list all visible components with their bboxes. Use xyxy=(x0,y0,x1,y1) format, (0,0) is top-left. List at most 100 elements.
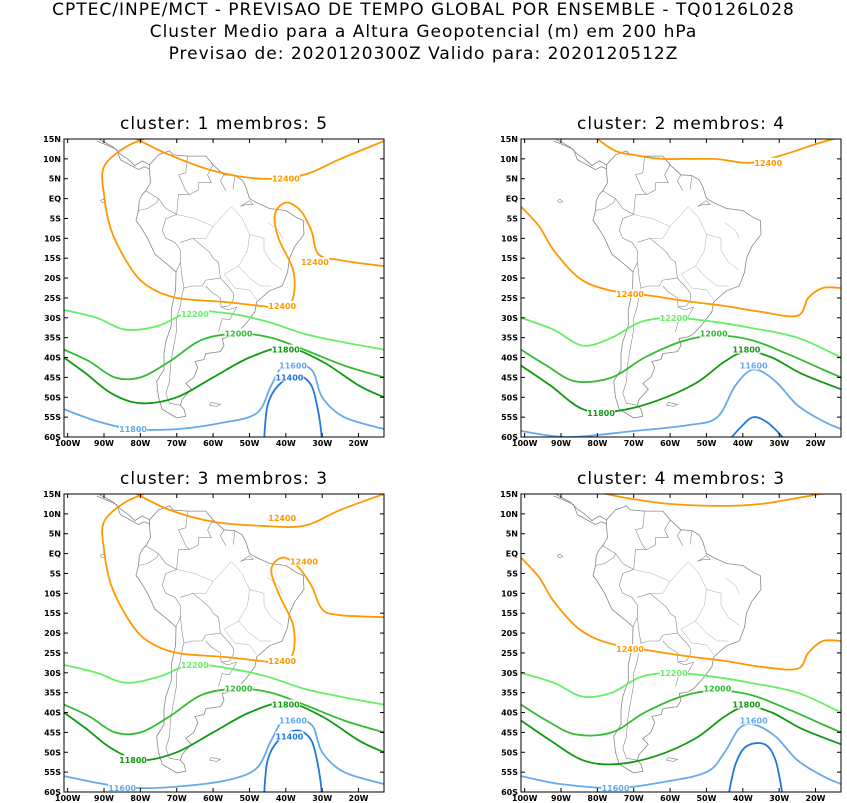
lat-tick-label: 45S xyxy=(44,373,61,382)
contour-label: 11800 xyxy=(733,346,761,355)
lon-tick-label: 80W xyxy=(587,439,607,448)
contour-label: 12000 xyxy=(225,330,253,339)
contour-label: 11800 xyxy=(733,701,761,710)
country-border xyxy=(180,592,221,634)
state-border xyxy=(223,628,257,656)
lat-tick-label: 55S xyxy=(501,413,518,422)
contour-label-bg xyxy=(659,312,688,322)
contour-label-bg xyxy=(290,556,318,566)
lon-tick-label: 70W xyxy=(624,439,644,448)
island xyxy=(556,553,564,558)
lat-tick-label: 15N xyxy=(500,490,518,499)
lat-tick-label: 30S xyxy=(501,669,518,678)
lon-tick-label: 50W xyxy=(239,794,259,803)
lat-tick-label: 30S xyxy=(44,314,61,323)
lat-tick-label: 35S xyxy=(44,334,61,343)
lat-tick-label: 60S xyxy=(501,433,518,442)
state-border xyxy=(688,206,707,251)
lat-tick-label: 45S xyxy=(501,728,518,737)
state-border xyxy=(193,226,214,239)
contour-label: 12000 xyxy=(703,685,731,694)
contour-label: 12400 xyxy=(301,258,329,267)
lat-tick-label: 5N xyxy=(49,530,61,539)
contour-label: 12200 xyxy=(660,314,688,323)
country-border xyxy=(218,661,238,687)
contour-11400 xyxy=(730,416,784,437)
contour-label: 12200 xyxy=(181,661,209,670)
contour-label: 12000 xyxy=(225,685,253,694)
map-frame xyxy=(63,493,385,793)
lon-tick-label: 50W xyxy=(696,439,716,448)
contour-label: 12400 xyxy=(616,645,644,654)
lat-tick-label: 40S xyxy=(501,354,518,363)
lon-tick-label: 90W xyxy=(94,439,114,448)
contour-label: 11600 xyxy=(740,361,768,370)
country-border xyxy=(637,592,678,634)
lat-tick-label: 15S xyxy=(501,609,518,618)
lat-tick-label: 50S xyxy=(44,393,61,402)
lat-tick-label: 55S xyxy=(44,413,61,422)
lon-tick-label: 60W xyxy=(660,794,680,803)
map-frame xyxy=(520,138,842,438)
lon-tick-label: 100W xyxy=(512,439,538,448)
state-border xyxy=(176,569,214,582)
island xyxy=(556,198,564,203)
header-line-3: Previsao de: 2020120300Z Valido para: 20… xyxy=(168,44,679,64)
island xyxy=(697,555,711,562)
contour-label: 11800 xyxy=(587,409,615,418)
country-border xyxy=(158,553,181,628)
panel-title-1: cluster: 1 membros: 5 xyxy=(119,114,329,134)
state-border xyxy=(680,605,705,630)
state-border xyxy=(680,628,714,656)
state-border xyxy=(695,265,729,287)
country-border xyxy=(662,277,692,308)
lon-tick-label: 30W xyxy=(769,794,789,803)
contour-label-bg xyxy=(659,667,688,677)
coastline-central-america xyxy=(555,494,607,522)
contour-12400 xyxy=(521,205,841,318)
coastline-central-america xyxy=(555,139,607,167)
island xyxy=(697,200,711,207)
country-border xyxy=(689,530,693,545)
lat-tick-label: 5S xyxy=(50,214,62,223)
coastline-central-america-pacific xyxy=(96,140,150,171)
contour-label: 11800 xyxy=(272,346,300,355)
lat-tick-label: 25S xyxy=(501,649,518,658)
lat-tick-label: 15S xyxy=(44,609,61,618)
contour-12400 xyxy=(136,494,384,529)
coastline xyxy=(135,505,305,774)
panel-title-2: cluster: 2 membros: 4 xyxy=(576,114,786,134)
contour-label: 12400 xyxy=(754,159,782,168)
lat-tick-label: 30S xyxy=(44,669,61,678)
country-border xyxy=(689,175,693,190)
country-border xyxy=(218,306,238,332)
lat-tick-label: 10N xyxy=(43,155,61,164)
contour-11400 xyxy=(263,374,323,437)
state-border xyxy=(263,605,283,626)
contour-label-bg xyxy=(275,372,304,382)
map-content: 12400 12400 12200 12000 11800 11600 11800 xyxy=(521,139,841,437)
island xyxy=(209,402,222,407)
state-border xyxy=(176,214,214,227)
state-border xyxy=(688,561,707,606)
state-border xyxy=(680,273,714,301)
contour-label: 12200 xyxy=(181,310,209,319)
lat-tick-label: 25S xyxy=(44,649,61,658)
panel-title-3: cluster: 3 membros: 3 xyxy=(119,469,329,489)
state-border xyxy=(223,273,257,301)
lat-tick-label: 35S xyxy=(501,334,518,343)
state-border xyxy=(669,206,689,227)
state-border xyxy=(231,561,250,606)
contour-label: 12400 xyxy=(290,558,318,567)
contour-12400 xyxy=(521,556,841,671)
country-border xyxy=(635,511,647,550)
country-border xyxy=(176,164,214,215)
map-panel-cluster-1: 12400 12400 12400 12200 12000 11800 11600 11400… xyxy=(43,135,385,448)
coastline-central-america-pacific xyxy=(96,495,150,526)
contour-label: 11400 xyxy=(276,373,304,382)
contour-label: 11800 xyxy=(272,701,300,710)
contour-12000 xyxy=(64,687,384,736)
contour-label: 11400 xyxy=(276,732,304,741)
contour-label-bg xyxy=(224,328,253,338)
